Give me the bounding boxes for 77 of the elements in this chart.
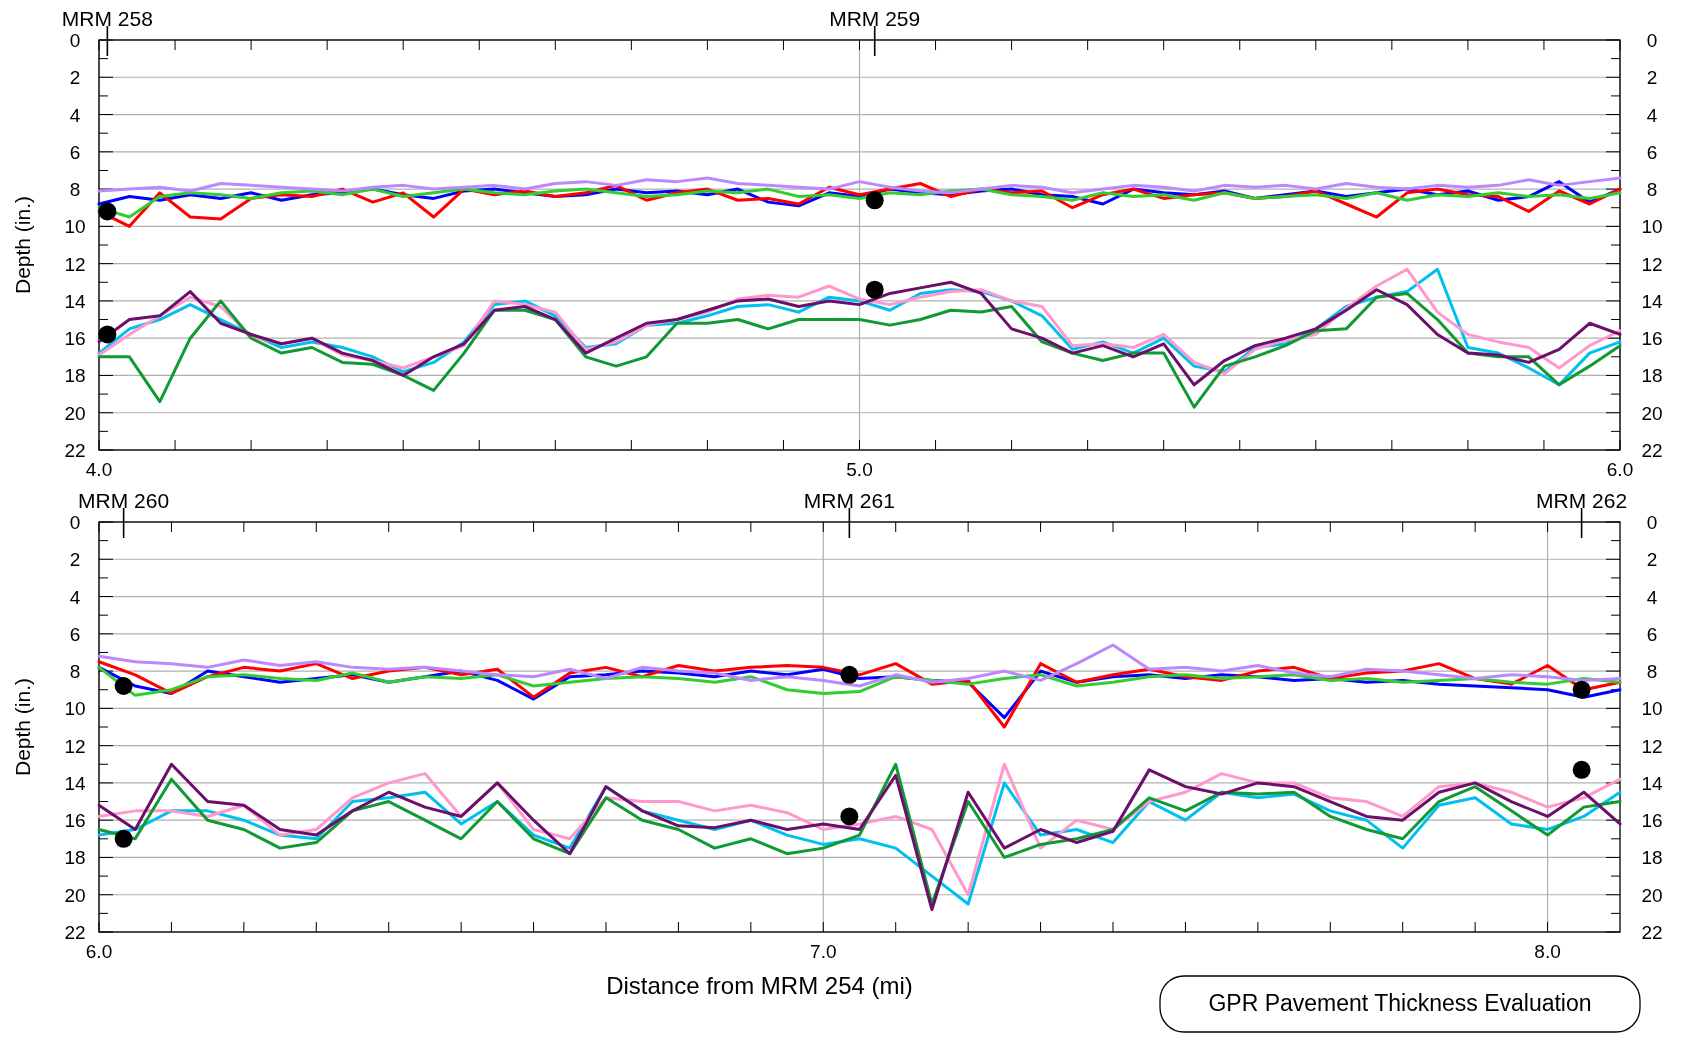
line-series — [97, 291, 1622, 409]
y2-tick-label: 2 — [1646, 67, 1658, 89]
x-axis-title: Distance from MRM 254 (mi) — [606, 972, 913, 999]
x-tick-label: 4.0 — [85, 459, 113, 480]
x-tick-label: 7.0 — [810, 941, 837, 962]
ref-line-label: MRM 260 — [78, 489, 170, 512]
text: GPR Pavement Thickness Evaluation — [1208, 990, 1592, 1016]
y-tick-label: 16 — [64, 810, 86, 832]
y2-tick-label: 6 — [1646, 623, 1658, 645]
x-tick-label: 5.0 — [846, 459, 873, 480]
y-tick-label: 2 — [69, 67, 81, 89]
ref-line-label: MRM 262 — [1536, 489, 1628, 512]
y-tick-label: 6 — [69, 141, 81, 163]
line-series — [97, 665, 1622, 697]
y2-tick-label: 16 — [1641, 328, 1663, 350]
point — [98, 325, 117, 344]
point — [840, 807, 859, 826]
point — [98, 202, 117, 221]
y-tick-label: 8 — [69, 661, 81, 683]
y-axis-title: Depth (in.) — [11, 677, 34, 777]
line-series — [97, 176, 1622, 195]
y-tick-label: 0 — [69, 30, 81, 51]
y2-tick-label: 12 — [1641, 735, 1663, 757]
y-tick-label: 0 — [69, 512, 81, 533]
x-tick-label: 8.0 — [1534, 941, 1561, 962]
point — [114, 677, 133, 695]
y2-tick-label: 4 — [1646, 586, 1658, 608]
y-tick-label: 14 — [64, 772, 86, 794]
y2-tick-label: 10 — [1641, 698, 1663, 720]
y2-tick-label: 14 — [1641, 290, 1663, 312]
y-tick-label: 20 — [64, 402, 86, 424]
y2-tick-label: 20 — [1641, 884, 1663, 906]
y-tick-label: 12 — [64, 253, 86, 275]
y-tick-label: 2 — [69, 549, 81, 571]
y-tick-label: 18 — [64, 847, 86, 869]
line-series — [97, 187, 1622, 219]
y2-tick-label: 8 — [1646, 661, 1658, 683]
point — [865, 280, 884, 299]
point — [1572, 760, 1591, 779]
point — [1572, 680, 1591, 699]
y2-tick-label: 0 — [1646, 30, 1658, 51]
point — [840, 665, 859, 684]
y2-tick-label: 18 — [1641, 847, 1663, 869]
y-tick-label: 22 — [64, 922, 86, 943]
y-tick-label: 8 — [69, 179, 81, 201]
y-tick-label: 16 — [64, 328, 86, 350]
point — [865, 191, 884, 210]
y-tick-label: 22 — [64, 440, 86, 461]
ref-line-label: MRM 261 — [803, 489, 895, 512]
y2-tick-label: 8 — [1646, 179, 1658, 201]
x-tick-label: 6.0 — [1606, 459, 1634, 480]
y2-tick-label: 16 — [1641, 810, 1663, 832]
y-tick-label: 12 — [64, 735, 86, 757]
y-tick-label: 18 — [64, 365, 86, 387]
x-tick-label: 6.0 — [85, 941, 113, 962]
y-tick-label: 10 — [64, 698, 86, 720]
y2-tick-label: 2 — [1646, 549, 1658, 571]
y-tick-label: 14 — [64, 290, 86, 312]
y2-tick-label: 0 — [1646, 512, 1658, 533]
y-tick-label: 6 — [69, 623, 81, 645]
y2-tick-label: 20 — [1641, 402, 1663, 424]
y2-tick-label: 22 — [1641, 440, 1663, 461]
y-tick-label: 10 — [64, 216, 86, 238]
y-tick-label: 4 — [69, 104, 81, 126]
point — [114, 829, 133, 848]
y-axis-title: Depth (in.) — [11, 195, 34, 295]
y2-tick-label: 6 — [1646, 141, 1658, 163]
ref-line-label: MRM 258 — [61, 7, 153, 30]
y2-tick-label: 18 — [1641, 365, 1663, 387]
y-tick-label: 4 — [69, 586, 81, 608]
y-tick-label: 20 — [64, 884, 86, 906]
y2-tick-label: 10 — [1641, 216, 1663, 238]
y2-tick-label: 14 — [1641, 772, 1663, 794]
ref-line-label: MRM 259 — [829, 7, 921, 30]
y2-tick-label: 12 — [1641, 253, 1663, 275]
y2-tick-label: 22 — [1641, 922, 1663, 943]
y2-tick-label: 4 — [1646, 104, 1658, 126]
